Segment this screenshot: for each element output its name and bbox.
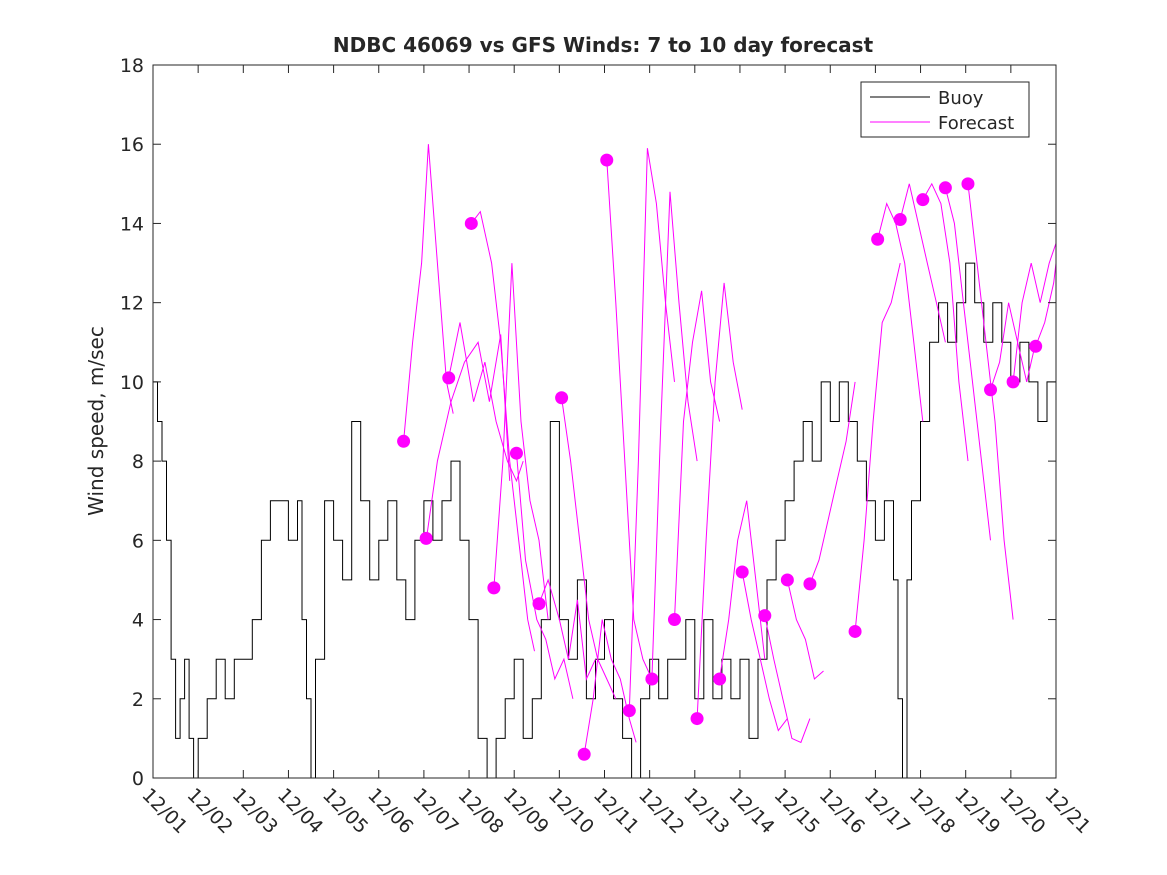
forecast-marker	[758, 609, 772, 623]
forecast-marker	[713, 672, 727, 686]
legend-forecast-label: Forecast	[938, 113, 1014, 134]
y-axis-ticks: 0 2 4 6 8 10 12 14 16 18	[120, 55, 1056, 790]
forecast-line	[425, 334, 511, 541]
forecast-marker	[938, 181, 952, 195]
forecast-marker	[509, 446, 523, 460]
forecast-line	[877, 202, 924, 422]
forecast-marker	[961, 177, 975, 191]
forecast-line	[628, 148, 675, 711]
forecast-series-group	[403, 144, 1057, 755]
forecast-line	[696, 282, 743, 719]
forecast-line	[538, 578, 596, 681]
forecast-marker	[419, 531, 433, 545]
forecast-line	[651, 191, 698, 680]
forecast-marker	[690, 712, 704, 726]
forecast-line	[719, 500, 766, 680]
forecast-line	[899, 183, 946, 343]
forecast-line	[967, 183, 1014, 620]
forecast-line	[809, 381, 856, 585]
forecast-line	[764, 615, 811, 744]
forecast-line	[1012, 243, 1057, 382]
y-tick-label: 4	[132, 610, 144, 632]
forecast-line	[516, 453, 574, 699]
forecast-marker	[397, 434, 411, 448]
forecast-marker	[780, 573, 794, 587]
y-tick-label: 8	[132, 451, 144, 473]
forecast-marker	[1029, 339, 1043, 353]
y-tick-label: 12	[120, 293, 144, 315]
y-tick-label: 10	[120, 372, 144, 394]
y-tick-label: 2	[132, 689, 144, 711]
forecast-marker	[984, 383, 998, 397]
chart-title: NDBC 46069 vs GFS Winds: 7 to 10 day for…	[333, 33, 874, 57]
y-tick-label: 6	[132, 530, 144, 552]
forecast-line	[786, 579, 824, 680]
forecast-line	[854, 262, 901, 632]
forecast-marker	[464, 216, 478, 230]
forecast-marker	[848, 624, 862, 638]
forecast-marker	[893, 212, 907, 226]
forecast-line	[493, 263, 549, 620]
forecast-marker	[871, 232, 885, 246]
forecast-marker	[735, 565, 749, 579]
forecast-line	[606, 160, 653, 680]
forecast-line	[448, 322, 524, 483]
forecast-marker	[532, 597, 546, 611]
forecast-markers-group	[397, 153, 1043, 761]
forecast-marker	[1006, 375, 1020, 389]
forecast-marker	[555, 391, 569, 405]
y-tick-label: 14	[120, 213, 144, 235]
forecast-marker	[442, 371, 456, 385]
legend: Buoy Forecast	[860, 81, 1030, 138]
legend-buoy-label: Buoy	[938, 88, 984, 109]
forecast-line	[674, 290, 721, 620]
y-axis-label: Wind speed, m/sec	[84, 326, 108, 516]
forecast-marker	[600, 153, 614, 167]
forecast-line	[990, 302, 1037, 390]
forecast-line	[583, 619, 637, 755]
forecast-marker	[577, 747, 591, 761]
y-tick-label: 16	[120, 134, 144, 156]
forecast-marker	[487, 581, 501, 595]
forecast-marker	[645, 672, 659, 686]
forecast-marker	[916, 193, 930, 207]
y-tick-label: 18	[120, 55, 144, 77]
legend-box	[860, 81, 1030, 138]
y-tick-label: 0	[132, 768, 144, 790]
forecast-line	[922, 182, 969, 462]
forecast-marker	[667, 613, 681, 627]
forecast-line	[561, 397, 617, 700]
forecast-marker	[622, 704, 636, 718]
forecast-marker	[803, 577, 817, 591]
forecast-line	[944, 187, 991, 541]
forecast-line	[741, 571, 788, 732]
